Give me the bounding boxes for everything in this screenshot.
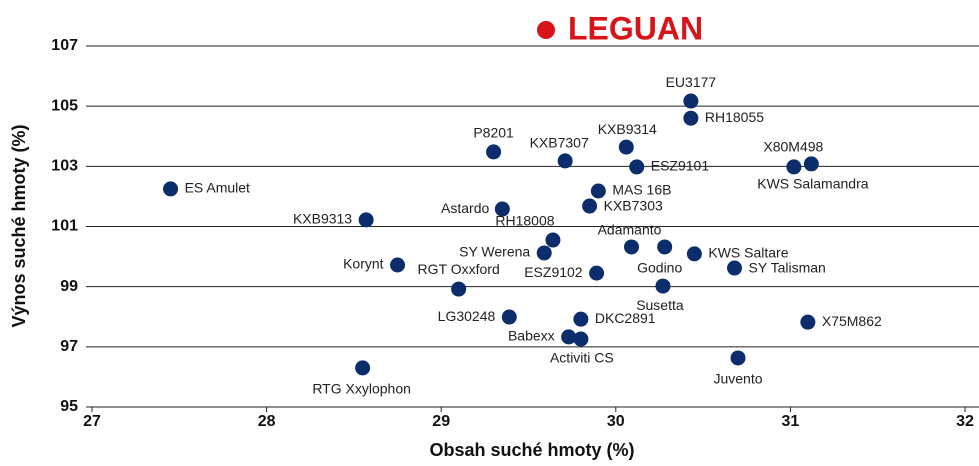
point-label: RH18055 (705, 109, 764, 125)
point (629, 159, 645, 175)
y-tick-label: 97 (60, 338, 78, 355)
point-label: KWS Saltare (708, 245, 788, 261)
point (501, 309, 517, 325)
point-label: Adamanto (598, 222, 662, 238)
y-tick-label: 99 (60, 278, 78, 295)
x-tick-label: 29 (432, 413, 450, 430)
point-label: Astardo (441, 200, 489, 216)
x-axis-label: Obsah suché hmoty (%) (429, 440, 634, 460)
point (573, 311, 589, 327)
point (545, 232, 561, 248)
point (683, 93, 699, 109)
point (683, 110, 699, 126)
point (557, 153, 573, 169)
y-tick-label: 103 (51, 158, 78, 175)
point-label: KXB7307 (530, 135, 589, 151)
x-tick-label: 27 (83, 413, 101, 430)
point-label: KWS Salamandra (757, 176, 868, 192)
point (624, 239, 640, 255)
y-tick-label: 95 (60, 398, 78, 415)
point-label: ESZ9102 (524, 264, 583, 280)
point (390, 257, 406, 273)
point (786, 159, 802, 175)
point (589, 265, 605, 281)
point (494, 201, 510, 217)
point-label: Babexx (508, 328, 555, 344)
point-label: RGT Oxxford (418, 261, 500, 277)
point-label: Juvento (713, 371, 762, 387)
point (358, 212, 374, 228)
point-label: P8201 (473, 125, 514, 141)
point-label: RTG Xxylophon (312, 381, 411, 397)
point (803, 156, 819, 172)
point (451, 281, 467, 297)
point (657, 239, 673, 255)
point (486, 144, 502, 160)
y-axis-label: Výnos suché hmoty (%) (9, 124, 29, 327)
point-label: KXB9314 (598, 121, 657, 137)
point-label: LG30248 (438, 308, 496, 324)
point-label: X80M498 (763, 139, 823, 155)
x-tick-label: 32 (956, 413, 974, 430)
point-label: KXB9313 (293, 211, 352, 227)
point-label: KXB7303 (604, 198, 663, 214)
point (590, 183, 606, 199)
point (163, 181, 179, 197)
y-tick-label: 101 (51, 218, 78, 235)
y-tick-label: 105 (51, 97, 78, 114)
point (355, 360, 371, 376)
point (727, 260, 743, 276)
point-label: SY Talisman (749, 260, 826, 276)
point-label: Susetta (636, 297, 684, 313)
point (561, 329, 577, 345)
chart-title: LEGUAN (568, 10, 703, 46)
point (536, 245, 552, 261)
point-label: EU3177 (666, 74, 717, 90)
y-tick-label: 107 (51, 37, 78, 54)
x-tick-label: 30 (607, 413, 625, 430)
title-dot (537, 21, 555, 39)
point-label: MAS 16B (612, 182, 671, 198)
point-label: ES Amulet (185, 180, 250, 196)
point-label: Godino (637, 260, 682, 276)
point (573, 331, 589, 347)
point-label: X75M862 (822, 313, 882, 329)
point (618, 139, 634, 155)
point (686, 246, 702, 262)
point-label: Activiti CS (550, 350, 614, 366)
point-label: RH18008 (495, 213, 554, 229)
point (730, 350, 746, 366)
point-label: DKC2891 (595, 310, 656, 326)
x-tick-label: 28 (258, 413, 276, 430)
point (655, 278, 671, 294)
point-label: Korynt (343, 256, 384, 272)
point-label: SY Werena (459, 244, 530, 260)
point (582, 198, 598, 214)
point-label: ESZ9101 (651, 158, 710, 174)
x-tick-label: 31 (782, 413, 800, 430)
point (800, 314, 816, 330)
